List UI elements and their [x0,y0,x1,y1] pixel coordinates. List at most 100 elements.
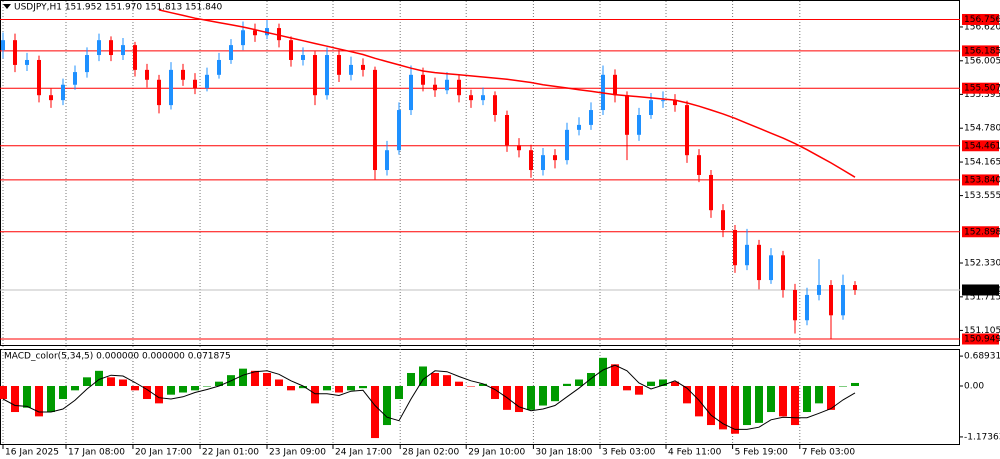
candle-body [49,95,53,101]
candle-body [793,289,797,321]
candle-body [757,244,761,281]
candle-body [61,84,65,101]
level-label: 154.461 [964,141,1000,151]
macd-bar [443,375,451,387]
y-tick-label: 154.780 [964,124,1000,134]
macd-bar [455,381,463,387]
macd-bar [215,381,223,387]
macd-bar [143,386,151,400]
macd-bar [119,379,127,387]
candle-body [697,155,701,175]
candle-body [649,100,653,115]
x-tick-label: 16 Jan 2025 [5,448,59,458]
candle-body [781,255,785,290]
candle-body [613,74,617,96]
candle-body [181,69,185,80]
candle-body [277,28,281,41]
candle-body [289,40,293,60]
candle-body [589,110,593,125]
candle-body [709,174,713,211]
candle-body [685,105,689,156]
candle-body [397,110,401,151]
candle-body [505,115,509,146]
macd-bar [407,372,415,387]
macd-bar [743,386,751,426]
macd-bar [371,386,379,439]
macd-bar [563,383,571,387]
candle-body [769,255,773,281]
level-label: 156.756 [964,15,1000,25]
candle-body [517,145,521,151]
candle-body [193,79,197,89]
macd-bar [827,386,835,410]
y-tick-label: 151.105 [964,326,1000,336]
candle-body [661,100,665,102]
level-label-box [962,333,999,345]
candle-body [577,124,581,130]
candle-body [841,285,845,316]
macd-bar [707,386,715,426]
y-tick-label: 0.00 [964,382,984,392]
candle-body [169,69,173,106]
level-label: 153.840 [964,175,1000,185]
candle-body [493,95,497,115]
macd-bar [731,386,739,434]
macd-bar [623,386,631,391]
candle-body [853,285,857,290]
candle-body [625,95,629,135]
candle-body [37,59,41,96]
macd-bar [551,386,559,402]
symbol-marker[interactable] [3,4,11,9]
macd-bar [167,386,175,395]
macd-bar [95,370,103,387]
candle-body [157,79,161,106]
level-label-box [962,13,999,25]
macd-bar [431,372,439,387]
candle-body [421,74,425,85]
candle-body [721,210,725,230]
candle-body [325,55,329,96]
macd-bar [815,386,823,404]
candle-body [241,30,245,46]
macd-bar [479,383,487,387]
y-tick-label: 156.620 [964,22,1000,32]
candle-body [529,150,533,171]
macd-bar [695,386,703,417]
level-label-box [962,140,999,152]
x-tick-label: 28 Jan 02:00 [402,448,459,458]
candle-body [301,55,305,60]
level-label: 155.507 [964,84,1000,94]
x-tick-label: 3 Feb 03:00 [602,448,656,458]
macd-bar [359,386,367,389]
candle-body [805,294,809,321]
candle-body [829,285,833,316]
candle-body [361,64,365,70]
y-tick-label: -1.173633 [964,432,1000,442]
macd-bar [491,386,499,400]
candle-body [349,64,353,75]
x-tick-label: 7 Feb 03:00 [802,448,856,458]
y-tick-label: 156.005 [964,56,1000,66]
candle-body [733,230,737,266]
macd-bar [263,372,271,387]
macd-bar [71,386,79,391]
candle-body [265,28,269,36]
candle-body [1,40,5,51]
level-label: 150.949 [964,335,1000,345]
moving-average [158,9,856,178]
macd-bar [83,377,91,387]
candle-body [337,55,341,75]
chart-title: USDJPY,H1 151.952 151.970 151.813 151.84… [14,3,223,13]
macd-bar [59,386,67,400]
candle-body [433,84,437,91]
last-price-label: 151.840 [964,285,1000,295]
y-tick-label: 155.395 [964,90,1000,100]
candle-body [373,69,377,171]
macd-bar [299,386,307,389]
signal-line [2,364,856,430]
macd-bar [647,381,655,387]
y-tick-label: 152.330 [964,259,1000,269]
candle-body [445,79,449,91]
macd-bar [683,386,691,404]
